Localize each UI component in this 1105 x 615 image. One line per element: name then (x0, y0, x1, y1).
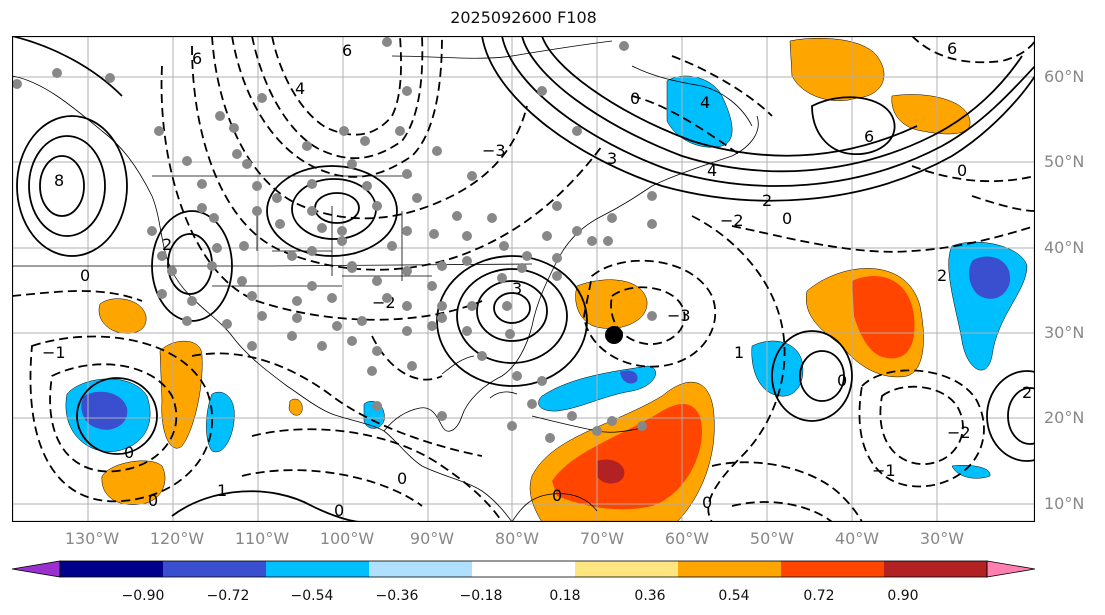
contour-label: 2 (762, 191, 772, 210)
lon-label: 110°W (234, 529, 290, 548)
contour-label: −2 (720, 211, 744, 230)
map-title: 2025092600 F108 (450, 8, 597, 27)
contour-label: 0 (148, 491, 158, 510)
contour-label: 6 (864, 127, 874, 146)
lat-label: 50°N (1044, 152, 1085, 171)
contour-label: −1 (42, 343, 66, 362)
colorbar-extend-low (11, 560, 61, 578)
colorbar-tick-label: −0.18 (459, 588, 503, 604)
colorbar-tick-label: −0.36 (375, 588, 419, 604)
contour-label: 4 (700, 93, 710, 112)
lat-label: 40°N (1044, 238, 1085, 257)
contour-label: 6 (342, 41, 352, 60)
colorbar-tick-label: 0.54 (718, 588, 750, 604)
contour-label: 3 (512, 279, 522, 298)
contour-label: 3 (607, 149, 617, 168)
lat-label: 10°N (1044, 494, 1085, 513)
cool-anomaly-area (751, 340, 804, 397)
colorbar-tick-label: 0.36 (634, 588, 666, 604)
map-panel: 8 6 4 6 2 0 −1 0 0 1 0 0 −2 3 −3 3 0 4 4… (12, 36, 1035, 522)
lon-label: 120°W (149, 529, 205, 548)
colorbar-tick-label: −0.72 (206, 588, 250, 604)
colorbar-segment (781, 561, 885, 577)
warm-anomaly-area (159, 340, 203, 449)
strong-warm-anomaly-area (597, 459, 625, 484)
graticule (12, 36, 1035, 522)
colorbar-tick-label: 0.90 (887, 588, 919, 604)
contour-label: 2 (1022, 383, 1032, 402)
contour-label: 0 (124, 443, 134, 462)
colorbar-segment (163, 561, 267, 577)
lon-label: 60°W (664, 529, 710, 548)
cool-anomaly-area (206, 391, 235, 453)
contour-label: 0 (397, 469, 407, 488)
strong-cool-anomaly-area (969, 256, 1011, 299)
contour-label: 0 (837, 371, 847, 390)
storm-position-marker (605, 326, 623, 344)
strong-warm-anomaly-area (852, 276, 915, 359)
contour-label: 2 (937, 266, 947, 285)
colorbar-outline (59, 560, 988, 578)
lat-label: 60°N (1044, 67, 1085, 86)
colorbar-segment (678, 561, 782, 577)
lon-label: 70°W (579, 529, 625, 548)
lon-label: 40°W (834, 529, 880, 548)
colorbar-segment (60, 561, 164, 577)
contour-label: 0 (334, 501, 344, 520)
strong-warm-anomaly-area (552, 403, 702, 510)
contour-label: 8 (54, 171, 64, 190)
contour-label: −1 (872, 461, 896, 480)
contour-label: 1 (734, 343, 744, 362)
contour-label: −3 (482, 141, 506, 160)
warm-anomaly-area (98, 298, 147, 334)
lat-label: 20°N (1044, 408, 1085, 427)
colorbar-tick-label: −0.54 (290, 588, 334, 604)
contour-label: 4 (295, 79, 305, 98)
colorbar-segment (884, 561, 988, 577)
colorbar-tick-label: 0.18 (549, 588, 581, 604)
warm-anomaly-area (789, 38, 885, 102)
contour-label: 0 (552, 486, 562, 505)
lon-label: 100°W (319, 529, 375, 548)
colorbar-segment (369, 561, 473, 577)
lon-label: 50°W (749, 529, 795, 548)
contour-label: 6 (947, 39, 957, 58)
contour-label: 0 (630, 89, 640, 108)
station-dots (12, 37, 657, 443)
lon-label: 80°W (494, 529, 540, 548)
contour-label: 0 (782, 209, 792, 228)
strong-cool-anomaly-area (620, 370, 638, 384)
contour-label: −3 (667, 306, 691, 325)
colorbar-segment (575, 561, 679, 577)
contour-label: −2 (947, 423, 971, 442)
warm-anomaly-area (288, 398, 303, 416)
contour-label: 0 (80, 266, 90, 285)
contour-label: 6 (192, 49, 202, 68)
colorbar-tick-label: 0.72 (803, 588, 835, 604)
colorbar-segment (472, 561, 576, 577)
colorbar-extend-high (986, 560, 1036, 578)
contour-label: 0 (702, 493, 712, 512)
contour-label: 1 (217, 481, 227, 500)
lon-label: 130°W (64, 529, 120, 548)
strong-cool-anomaly-area (81, 391, 128, 430)
contour-label: 2 (162, 235, 172, 254)
lon-label: 90°W (409, 529, 455, 548)
colorbar-tick-label: −0.90 (121, 588, 165, 604)
lon-label: 30°W (919, 529, 965, 548)
colorbar-segment (266, 561, 370, 577)
warm-anomaly-area (891, 94, 971, 135)
contour-label: 4 (707, 161, 717, 180)
contour-label: 0 (957, 161, 967, 180)
lat-label: 30°N (1044, 323, 1085, 342)
colorbar (11, 560, 1036, 578)
contour-labels: 8 6 4 6 2 0 −1 0 0 1 0 0 −2 3 −3 3 0 4 4… (42, 39, 1032, 520)
